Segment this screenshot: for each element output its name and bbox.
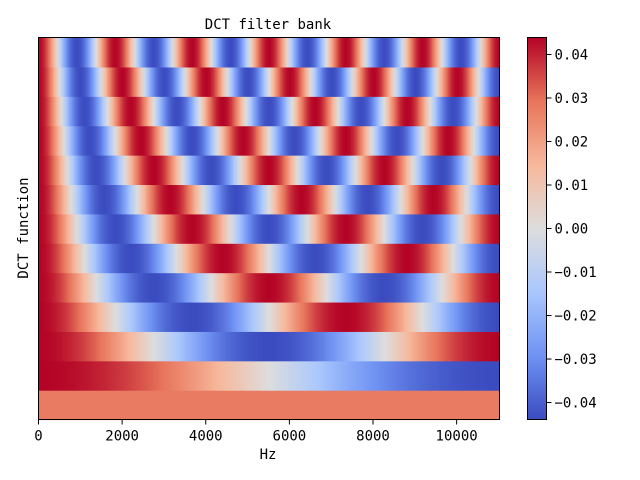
x-tick-label: 4000 [189, 429, 223, 445]
colorbar-tick-label: −0.02 [555, 309, 597, 325]
colorbar: 0.04 0.03 0.02 0.01 0.00 −0.01 −0.02 −0.03 −0.04 [527, 37, 597, 420]
dct-row-0 [38, 390, 500, 421]
x-tick-label: 10000 [436, 429, 478, 445]
colorbar-tick-label: 0.04 [555, 47, 589, 63]
dct-row-6 [38, 213, 500, 244]
chart-title: DCT filter bank [205, 17, 332, 33]
dct-row-12 [38, 37, 500, 68]
dct-row-2 [38, 331, 500, 362]
dct-row-11 [38, 66, 500, 97]
dct-row-8 [38, 155, 500, 186]
dct-row-10 [38, 96, 500, 127]
dct-row-7 [38, 184, 500, 215]
x-axis-label: Hz [260, 447, 277, 463]
x-tick-label: 2000 [105, 429, 139, 445]
dct-row-9 [38, 125, 500, 156]
colorbar-gradient [527, 37, 547, 420]
y-axis-label: DCT function [16, 177, 32, 278]
x-tick-label: 8000 [356, 429, 390, 445]
colorbar-tick-label: −0.04 [555, 396, 597, 412]
plot-frame [38, 37, 500, 420]
dct-row-5 [38, 243, 500, 274]
colorbar-tick-label: −0.03 [555, 352, 597, 368]
x-tick-label: 0 [34, 429, 42, 445]
colorbar-tick-label: 0.02 [555, 134, 589, 150]
dct-row-1 [38, 360, 500, 391]
x-axis: 0 2000 4000 6000 8000 10000 [34, 419, 478, 445]
colorbar-tick-label: 0.03 [555, 91, 589, 107]
dct-row-3 [38, 301, 500, 332]
heatmap-area [38, 37, 500, 421]
dct-row-4 [38, 272, 500, 303]
colorbar-tick-label: −0.01 [555, 265, 597, 281]
colorbar-tick-label: 0.00 [555, 222, 589, 238]
colorbar-tick-label: 0.01 [555, 178, 589, 194]
x-tick-label: 6000 [273, 429, 307, 445]
